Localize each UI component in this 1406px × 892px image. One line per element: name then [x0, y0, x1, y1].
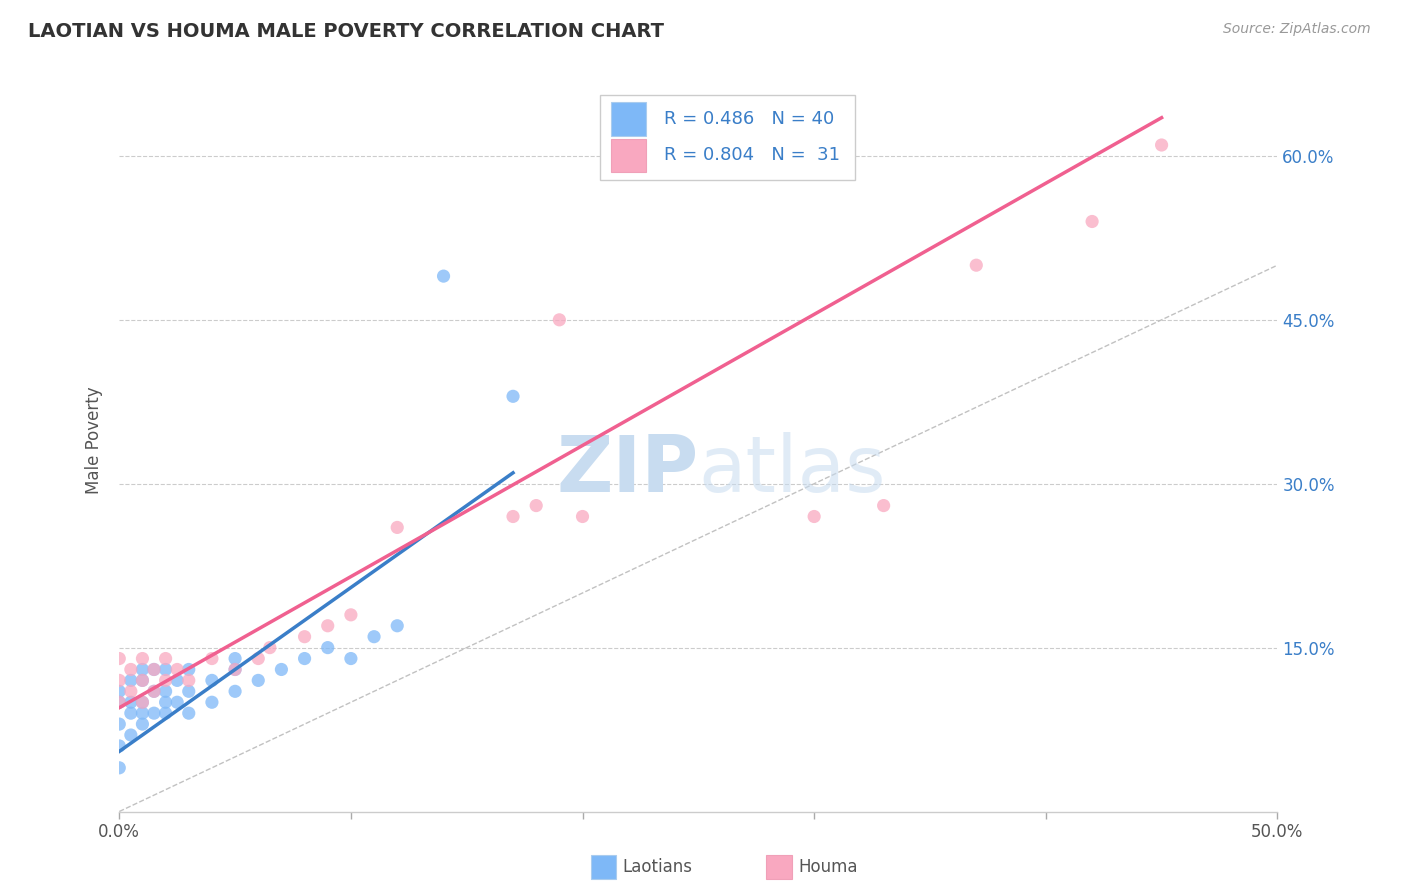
Point	[294, 651, 316, 665]
Point	[143, 684, 166, 698]
Point	[177, 684, 200, 698]
Point	[120, 684, 142, 698]
Point	[108, 651, 131, 665]
Point	[387, 619, 409, 633]
Text: Source: ZipAtlas.com: Source: ZipAtlas.com	[1223, 22, 1371, 37]
Point	[224, 663, 246, 677]
Point	[143, 663, 166, 677]
Point	[166, 673, 188, 688]
Point	[155, 673, 177, 688]
Text: ZIP: ZIP	[557, 432, 699, 508]
Bar	[612, 139, 647, 172]
Point	[120, 695, 142, 709]
Point	[177, 663, 200, 677]
Point	[201, 695, 224, 709]
Point	[571, 509, 593, 524]
FancyBboxPatch shape	[600, 95, 855, 180]
Point	[387, 520, 409, 534]
Point	[120, 728, 142, 742]
Point	[177, 706, 200, 721]
Point	[131, 695, 153, 709]
Point	[247, 651, 270, 665]
Point	[803, 509, 825, 524]
Point	[108, 761, 131, 775]
Point	[340, 651, 363, 665]
Text: R = 0.804   N =  31: R = 0.804 N = 31	[664, 146, 839, 164]
Point	[502, 389, 524, 403]
Point	[502, 509, 524, 524]
Point	[143, 706, 166, 721]
Point	[131, 717, 153, 731]
Text: Houma: Houma	[799, 858, 858, 876]
Point	[155, 684, 177, 698]
Point	[143, 684, 166, 698]
Point	[108, 695, 131, 709]
Point	[108, 684, 131, 698]
Point	[166, 663, 188, 677]
Point	[131, 673, 153, 688]
Text: Laotians: Laotians	[623, 858, 693, 876]
Point	[131, 651, 153, 665]
Point	[316, 640, 339, 655]
Point	[108, 695, 131, 709]
Point	[108, 717, 131, 731]
Point	[224, 663, 246, 677]
Point	[872, 499, 894, 513]
Point	[108, 739, 131, 753]
Y-axis label: Male Poverty: Male Poverty	[86, 386, 103, 494]
Point	[155, 663, 177, 677]
Text: LAOTIAN VS HOUMA MALE POVERTY CORRELATION CHART: LAOTIAN VS HOUMA MALE POVERTY CORRELATIO…	[28, 22, 664, 41]
Point	[270, 663, 292, 677]
Point	[524, 499, 547, 513]
Point	[363, 630, 385, 644]
Point	[224, 684, 246, 698]
Point	[155, 706, 177, 721]
Text: R = 0.486   N = 40: R = 0.486 N = 40	[664, 110, 834, 128]
Point	[201, 673, 224, 688]
Text: atlas: atlas	[699, 432, 886, 508]
Point	[259, 640, 281, 655]
Point	[155, 695, 177, 709]
Point	[247, 673, 270, 688]
Point	[224, 651, 246, 665]
Point	[143, 663, 166, 677]
Point	[548, 313, 571, 327]
Point	[201, 651, 224, 665]
Point	[340, 607, 363, 622]
Point	[294, 630, 316, 644]
Point	[432, 269, 454, 284]
Point	[155, 651, 177, 665]
Point	[131, 663, 153, 677]
Point	[120, 706, 142, 721]
Point	[965, 258, 987, 272]
Point	[131, 673, 153, 688]
Point	[177, 673, 200, 688]
Point	[108, 673, 131, 688]
Point	[316, 619, 339, 633]
Point	[120, 673, 142, 688]
Point	[1150, 138, 1173, 153]
Bar	[612, 103, 647, 136]
Point	[131, 706, 153, 721]
Point	[1081, 214, 1104, 228]
Point	[131, 695, 153, 709]
Point	[120, 663, 142, 677]
Point	[166, 695, 188, 709]
